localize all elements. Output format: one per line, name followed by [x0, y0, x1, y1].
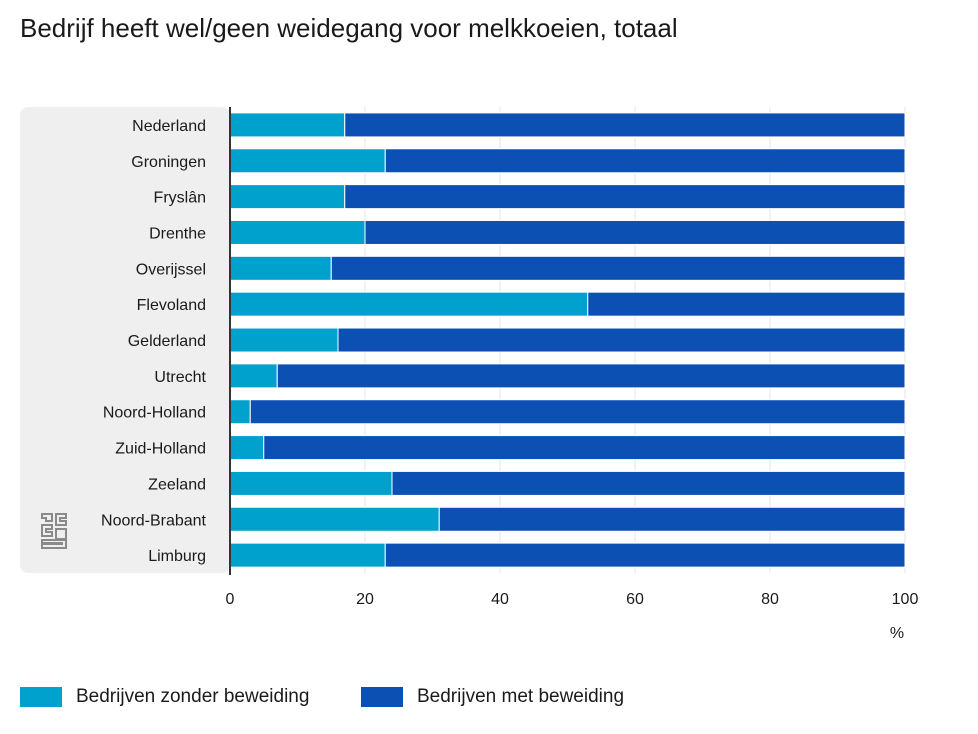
bar-met	[249, 399, 906, 425]
bar-met	[276, 363, 906, 389]
legend-item-zonder: Bedrijven zonder beweiding	[20, 686, 309, 708]
x-tick-label: 20	[356, 591, 374, 608]
bar-met	[344, 112, 906, 138]
bar-met	[384, 148, 906, 174]
legend-label-met: Bedrijven met beweiding	[417, 686, 625, 707]
bar-met	[364, 219, 906, 245]
bar-chart: Nederland Groningen Fryslân Drenthe Overijss…	[20, 107, 919, 642]
bar-zonder	[229, 470, 393, 496]
category-label: Zeeland	[148, 476, 206, 493]
bar-zonder	[229, 506, 440, 532]
x-axis-unit: %	[890, 625, 904, 642]
category-label: Nederland	[132, 118, 206, 135]
legend-item-met: Bedrijven met beweiding	[361, 686, 624, 708]
bar-zonder	[229, 184, 346, 210]
x-tick-label: 40	[491, 591, 509, 608]
category-label: Limburg	[148, 548, 206, 565]
bar-zonder	[229, 255, 332, 281]
category-label: Groningen	[131, 154, 206, 171]
category-label: Gelderland	[128, 333, 206, 350]
legend-label-zonder: Bedrijven zonder beweiding	[76, 686, 310, 707]
bar-zonder	[229, 399, 251, 425]
bar-met	[330, 255, 906, 281]
category-panel	[20, 107, 230, 574]
bar-met	[587, 291, 906, 317]
category-labels: Nederland Groningen Fryslân Drenthe Overijss…	[101, 118, 207, 565]
bar-zonder	[229, 148, 386, 174]
bar-zonder	[229, 327, 339, 353]
legend: Bedrijven zonder beweiding Bedrijven met…	[0, 686, 978, 716]
bar-met	[391, 470, 906, 496]
bar-zonder	[229, 112, 346, 138]
bar-met	[344, 184, 906, 210]
x-tick-label: 60	[626, 591, 644, 608]
legend-swatch-met	[361, 687, 403, 707]
bar-met	[384, 542, 906, 568]
category-label: Drenthe	[149, 225, 206, 242]
bar-met	[337, 327, 906, 353]
bar-zonder	[229, 219, 366, 245]
chart-title: Bedrijf heeft wel/geen weidegang voor me…	[20, 13, 678, 43]
category-label: Noord-Brabant	[101, 512, 207, 529]
legend-swatch-zonder	[20, 687, 62, 707]
x-tick-label: 100	[892, 591, 919, 608]
category-label: Zuid-Holland	[115, 441, 206, 458]
bar-zonder	[229, 363, 278, 389]
x-tick-label: 80	[761, 591, 779, 608]
bars	[229, 112, 906, 568]
category-label: Noord-Holland	[103, 405, 206, 422]
bar-zonder	[229, 291, 589, 317]
bar-met	[263, 435, 906, 461]
x-tick-label: 0	[226, 591, 235, 608]
cbs-logo-icon	[41, 513, 67, 549]
category-label: Fryslân	[154, 190, 206, 207]
bar-met	[438, 506, 906, 532]
category-label: Flevoland	[137, 297, 206, 314]
x-tick-labels: 0 20 40 60 80 100	[226, 591, 919, 608]
bar-zonder	[229, 542, 386, 568]
category-label: Overijssel	[136, 261, 206, 278]
category-label: Utrecht	[154, 369, 206, 386]
bar-zonder	[229, 435, 265, 461]
